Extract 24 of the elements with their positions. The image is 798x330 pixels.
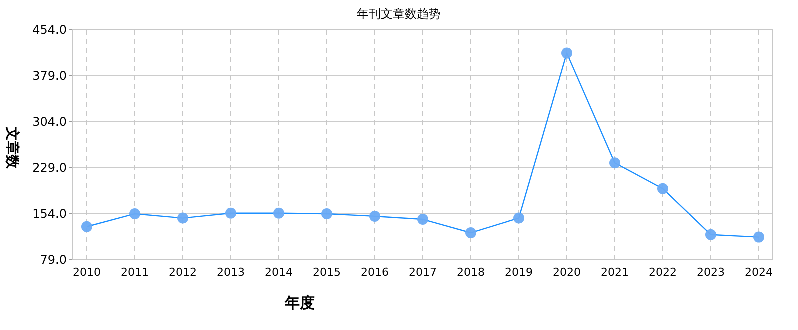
y-tick-label: 304.0 [32,115,67,129]
x-tick-label: 2014 [265,266,293,279]
x-tick-label: 2018 [457,266,485,279]
x-tick-label: 2010 [73,266,101,279]
x-tick-label: 2012 [169,266,197,279]
x-tick-label: 2016 [361,266,389,279]
y-tick-label: 79.0 [40,253,67,267]
x-tick-label: 2020 [553,266,581,279]
y-tick-label: 454.0 [32,23,67,37]
x-tick-label: 2022 [649,266,677,279]
x-tick-label: 2021 [601,266,629,279]
x-tick-label: 2015 [313,266,341,279]
y-tick-label: 379.0 [32,69,67,83]
y-tick-label: 229.0 [32,161,67,175]
x-tick-label: 2017 [409,266,437,279]
y-axis-title: 文章数 [4,126,21,170]
y-tick-label: 154.0 [32,207,67,221]
x-tick-label: 2019 [505,266,533,279]
x-tick-label: 2013 [217,266,245,279]
x-tick-label: 2023 [697,266,725,279]
chart-title: 年刊文章数趋势 [357,7,441,21]
x-tick-label: 2024 [745,266,773,279]
x-tick-label: 2011 [121,266,149,279]
x-axis-title: 年度 [284,294,315,312]
